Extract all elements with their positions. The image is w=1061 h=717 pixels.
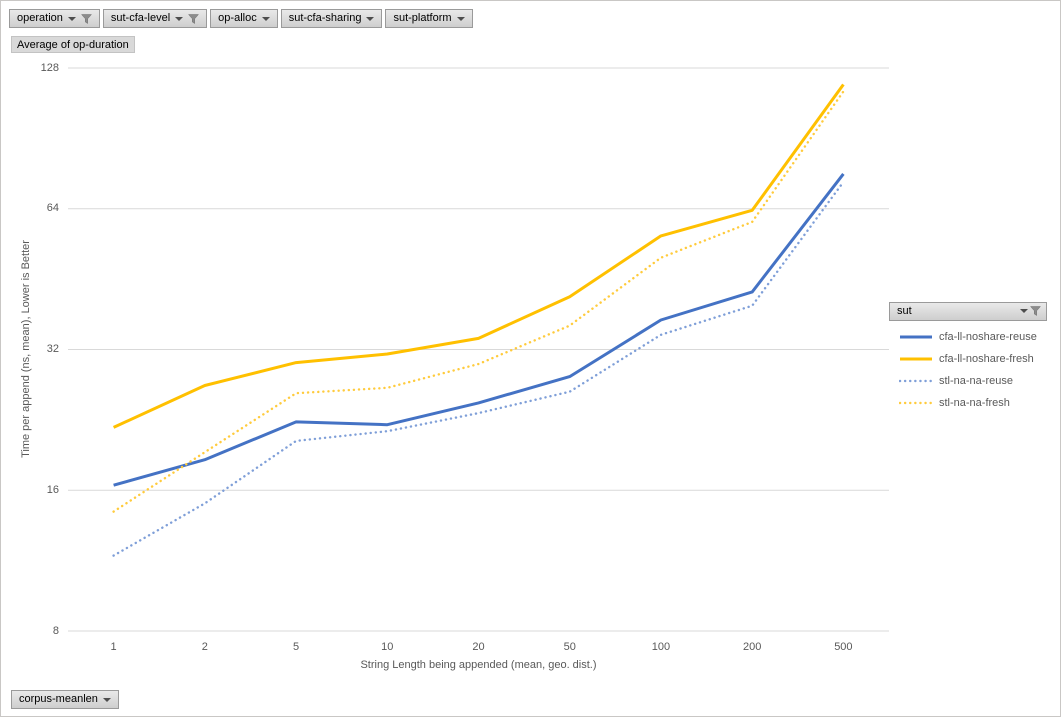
legend-item-stl-na-na-reuse: stl-na-na-reuse [889,370,1049,392]
x-tick-label-20: 20 [472,641,485,653]
legend-line-sample [900,335,932,338]
chevron-down-icon [67,16,76,21]
legend-item-label: stl-na-na-fresh [939,396,1010,409]
legend-item-label: stl-na-na-reuse [939,374,1013,387]
filter-field-label: operation [17,12,63,24]
axis-field-button-corpus-meanlen[interactable]: corpus-meanlen [11,690,119,709]
legend-item-cfa-ll-noshare-reuse: cfa-ll-noshare-reuse [889,326,1049,348]
x-tick-label-10: 10 [381,641,394,653]
legend-items: cfa-ll-noshare-reuse cfa-ll-noshare-fresh… [889,326,1049,414]
legend-item-stl-na-na-fresh: stl-na-na-fresh [889,392,1049,414]
x-axis-title: String Length being appended (mean, geo.… [360,659,597,671]
filter-field-label: sut-platform [393,12,452,24]
filter-field-label: sut-cfa-sharing [288,12,362,24]
y-tick-label-32: 32 [46,343,59,355]
chevron-down-icon [102,697,111,702]
legend-item-label: cfa-ll-noshare-fresh [939,352,1034,365]
filter-field-button-sut-platform[interactable]: sut-platform [385,9,473,28]
filter-funnel-icon [1029,306,1042,316]
filter-funnel-icon [80,13,92,24]
x-tick-label-50: 50 [563,641,576,653]
y-tick-label-16: 16 [46,483,59,496]
axis-field-label: corpus-meanlen [19,693,98,705]
series-line-cfa-ll-noshare-reuse [113,172,845,487]
series-line-stl-na-na-reuse [112,180,845,557]
chevron-down-icon [456,16,465,21]
filter-field-label: sut-cfa-level [110,12,171,24]
legend: sut cfa-ll-noshare-reuse cfa-ll-noshare-f… [889,301,1049,414]
legend-item-cfa-ll-noshare-fresh: cfa-ll-noshare-fresh [889,348,1049,370]
value-field-label: Average of op-duration [17,38,129,51]
chevron-down-icon [175,16,184,21]
y-tick-label-64: 64 [46,202,59,215]
legend-line-sample [899,379,933,382]
filter-field-button-operation[interactable]: operation [9,9,100,28]
filter-field-button-sut-cfa-level[interactable]: sut-cfa-level [102,9,208,28]
filter-funnel-icon [188,13,200,24]
chevron-down-icon [1020,309,1028,313]
legend-line-sample [899,401,933,404]
legend-field-button-sut[interactable]: sut [889,301,1047,321]
y-axis-title: Time per append (ns, mean), Lower is Bet… [20,240,32,458]
y-tick-label-128: 128 [40,61,59,74]
filter-field-button-sut-cfa-sharing[interactable]: sut-cfa-sharing [280,9,383,28]
legend-item-label: cfa-ll-noshare-reuse [939,330,1037,343]
legend-field-label: sut [897,304,912,317]
x-tick-label-100: 100 [651,641,671,653]
x-tick-label-1: 1 [110,641,117,653]
series-line-stl-na-na-fresh [112,90,845,513]
chevron-down-icon [366,16,375,21]
filter-field-button-op-alloc[interactable]: op-alloc [210,9,278,28]
x-tick-label-5: 5 [292,641,300,653]
y-tick-label-8: 8 [52,624,59,637]
filter-field-label: op-alloc [218,12,257,24]
x-tick-label-2: 2 [201,641,208,653]
pivot-filter-button-row: operation sut-cfa-level op-alloc sut-cfa-sh… [9,9,473,28]
chevron-down-icon [261,16,270,21]
legend-line-sample [900,357,932,360]
x-tick-label-200: 200 [742,641,762,653]
x-tick-label-500: 500 [834,641,853,653]
series-line-cfa-ll-noshare-fresh [112,83,845,429]
value-field-button[interactable]: Average of op-duration [11,36,135,53]
